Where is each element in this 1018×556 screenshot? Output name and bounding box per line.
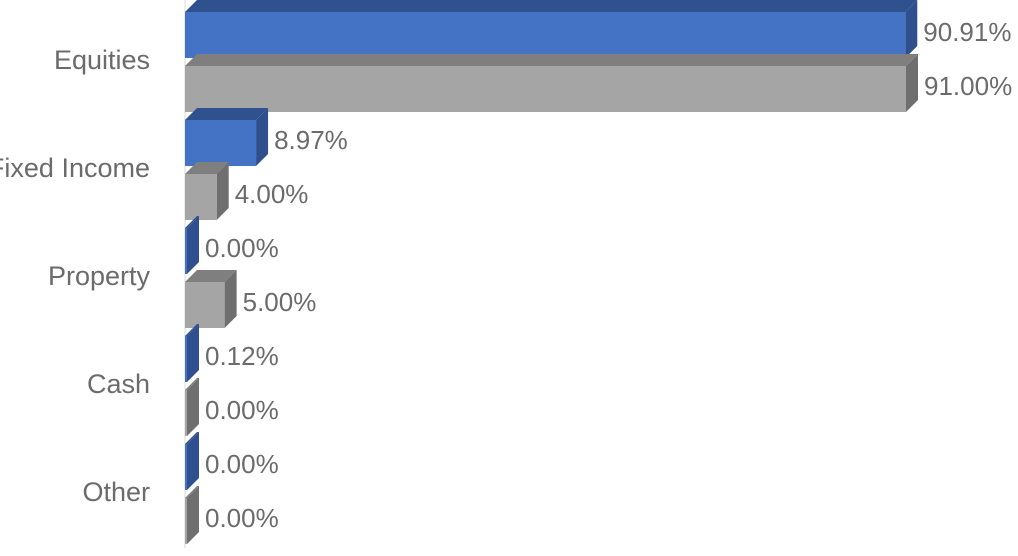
bar-front-face	[185, 66, 906, 112]
bar-side-face	[187, 378, 199, 436]
bar-top-face	[185, 324, 199, 336]
bar-front-face	[185, 228, 187, 274]
bar-side-face	[905, 0, 918, 58]
data-label-2-series-1: 5.00%	[243, 287, 317, 317]
data-label-2-series-0: 0.00%	[205, 233, 279, 263]
bar-front-face	[185, 282, 225, 328]
bar-top-face	[185, 486, 199, 498]
bar-side-face	[256, 108, 269, 166]
bar-2-series-1	[185, 270, 237, 328]
data-label-3-series-1: 0.00%	[205, 395, 279, 425]
data-label-1-series-1: 4.00%	[235, 179, 309, 209]
bar-side-face	[187, 216, 199, 274]
bar-0-series-0	[185, 0, 918, 58]
bar-front-face	[185, 174, 217, 220]
bar-side-face	[216, 162, 229, 220]
bar-1-series-1	[185, 162, 229, 220]
bar-4-series-0	[185, 432, 199, 490]
bar-3-series-0	[185, 324, 199, 382]
bar-top-face	[185, 378, 199, 390]
bar-side-face	[906, 54, 918, 112]
bar-top-face	[185, 108, 269, 120]
bar-4-series-1	[185, 486, 199, 544]
bar-top-face	[185, 432, 199, 444]
bar-top-face	[185, 0, 918, 12]
bar-top-face	[185, 162, 229, 174]
data-label-0-series-1: 91.00%	[924, 71, 1012, 101]
bar-side-face	[187, 324, 199, 382]
bar-top-face	[185, 216, 199, 228]
bar-top-face	[185, 270, 237, 282]
bar-side-face	[187, 486, 199, 544]
bar-front-face	[185, 12, 906, 58]
category-label-0: Equities	[54, 45, 150, 75]
bar-front-face	[185, 120, 257, 166]
bar-front-face	[185, 498, 187, 544]
data-label-3-series-0: 0.12%	[205, 341, 279, 371]
category-label-4: Other	[82, 477, 150, 507]
category-label-2: Property	[48, 261, 151, 291]
bar-3-series-1	[185, 378, 199, 436]
data-label-4-series-0: 0.00%	[205, 449, 279, 479]
category-label-3: Cash	[87, 369, 150, 399]
bar-group	[185, 0, 918, 544]
data-label-1-series-0: 8.97%	[274, 125, 348, 155]
bar-front-face	[185, 390, 187, 436]
bar-top-face	[185, 54, 918, 66]
data-label-4-series-1: 0.00%	[205, 503, 279, 533]
data-label-0-series-0: 90.91%	[923, 17, 1011, 47]
bar-1-series-0	[185, 108, 269, 166]
bar-side-face	[187, 432, 199, 490]
bar-front-face	[185, 444, 187, 490]
category-label-1: Fixed Income	[0, 153, 150, 183]
bar-2-series-0	[185, 216, 199, 274]
category-labels: Equities Fixed Income Property Cash Other	[0, 45, 150, 507]
bar-side-face	[224, 270, 237, 328]
bar-0-series-1	[185, 54, 918, 112]
bar-front-face	[185, 336, 187, 382]
data-labels: 90.91% 91.00% 8.97% 4.00% 0.00% 5.00% 0.12% 0.0…	[205, 17, 1012, 533]
